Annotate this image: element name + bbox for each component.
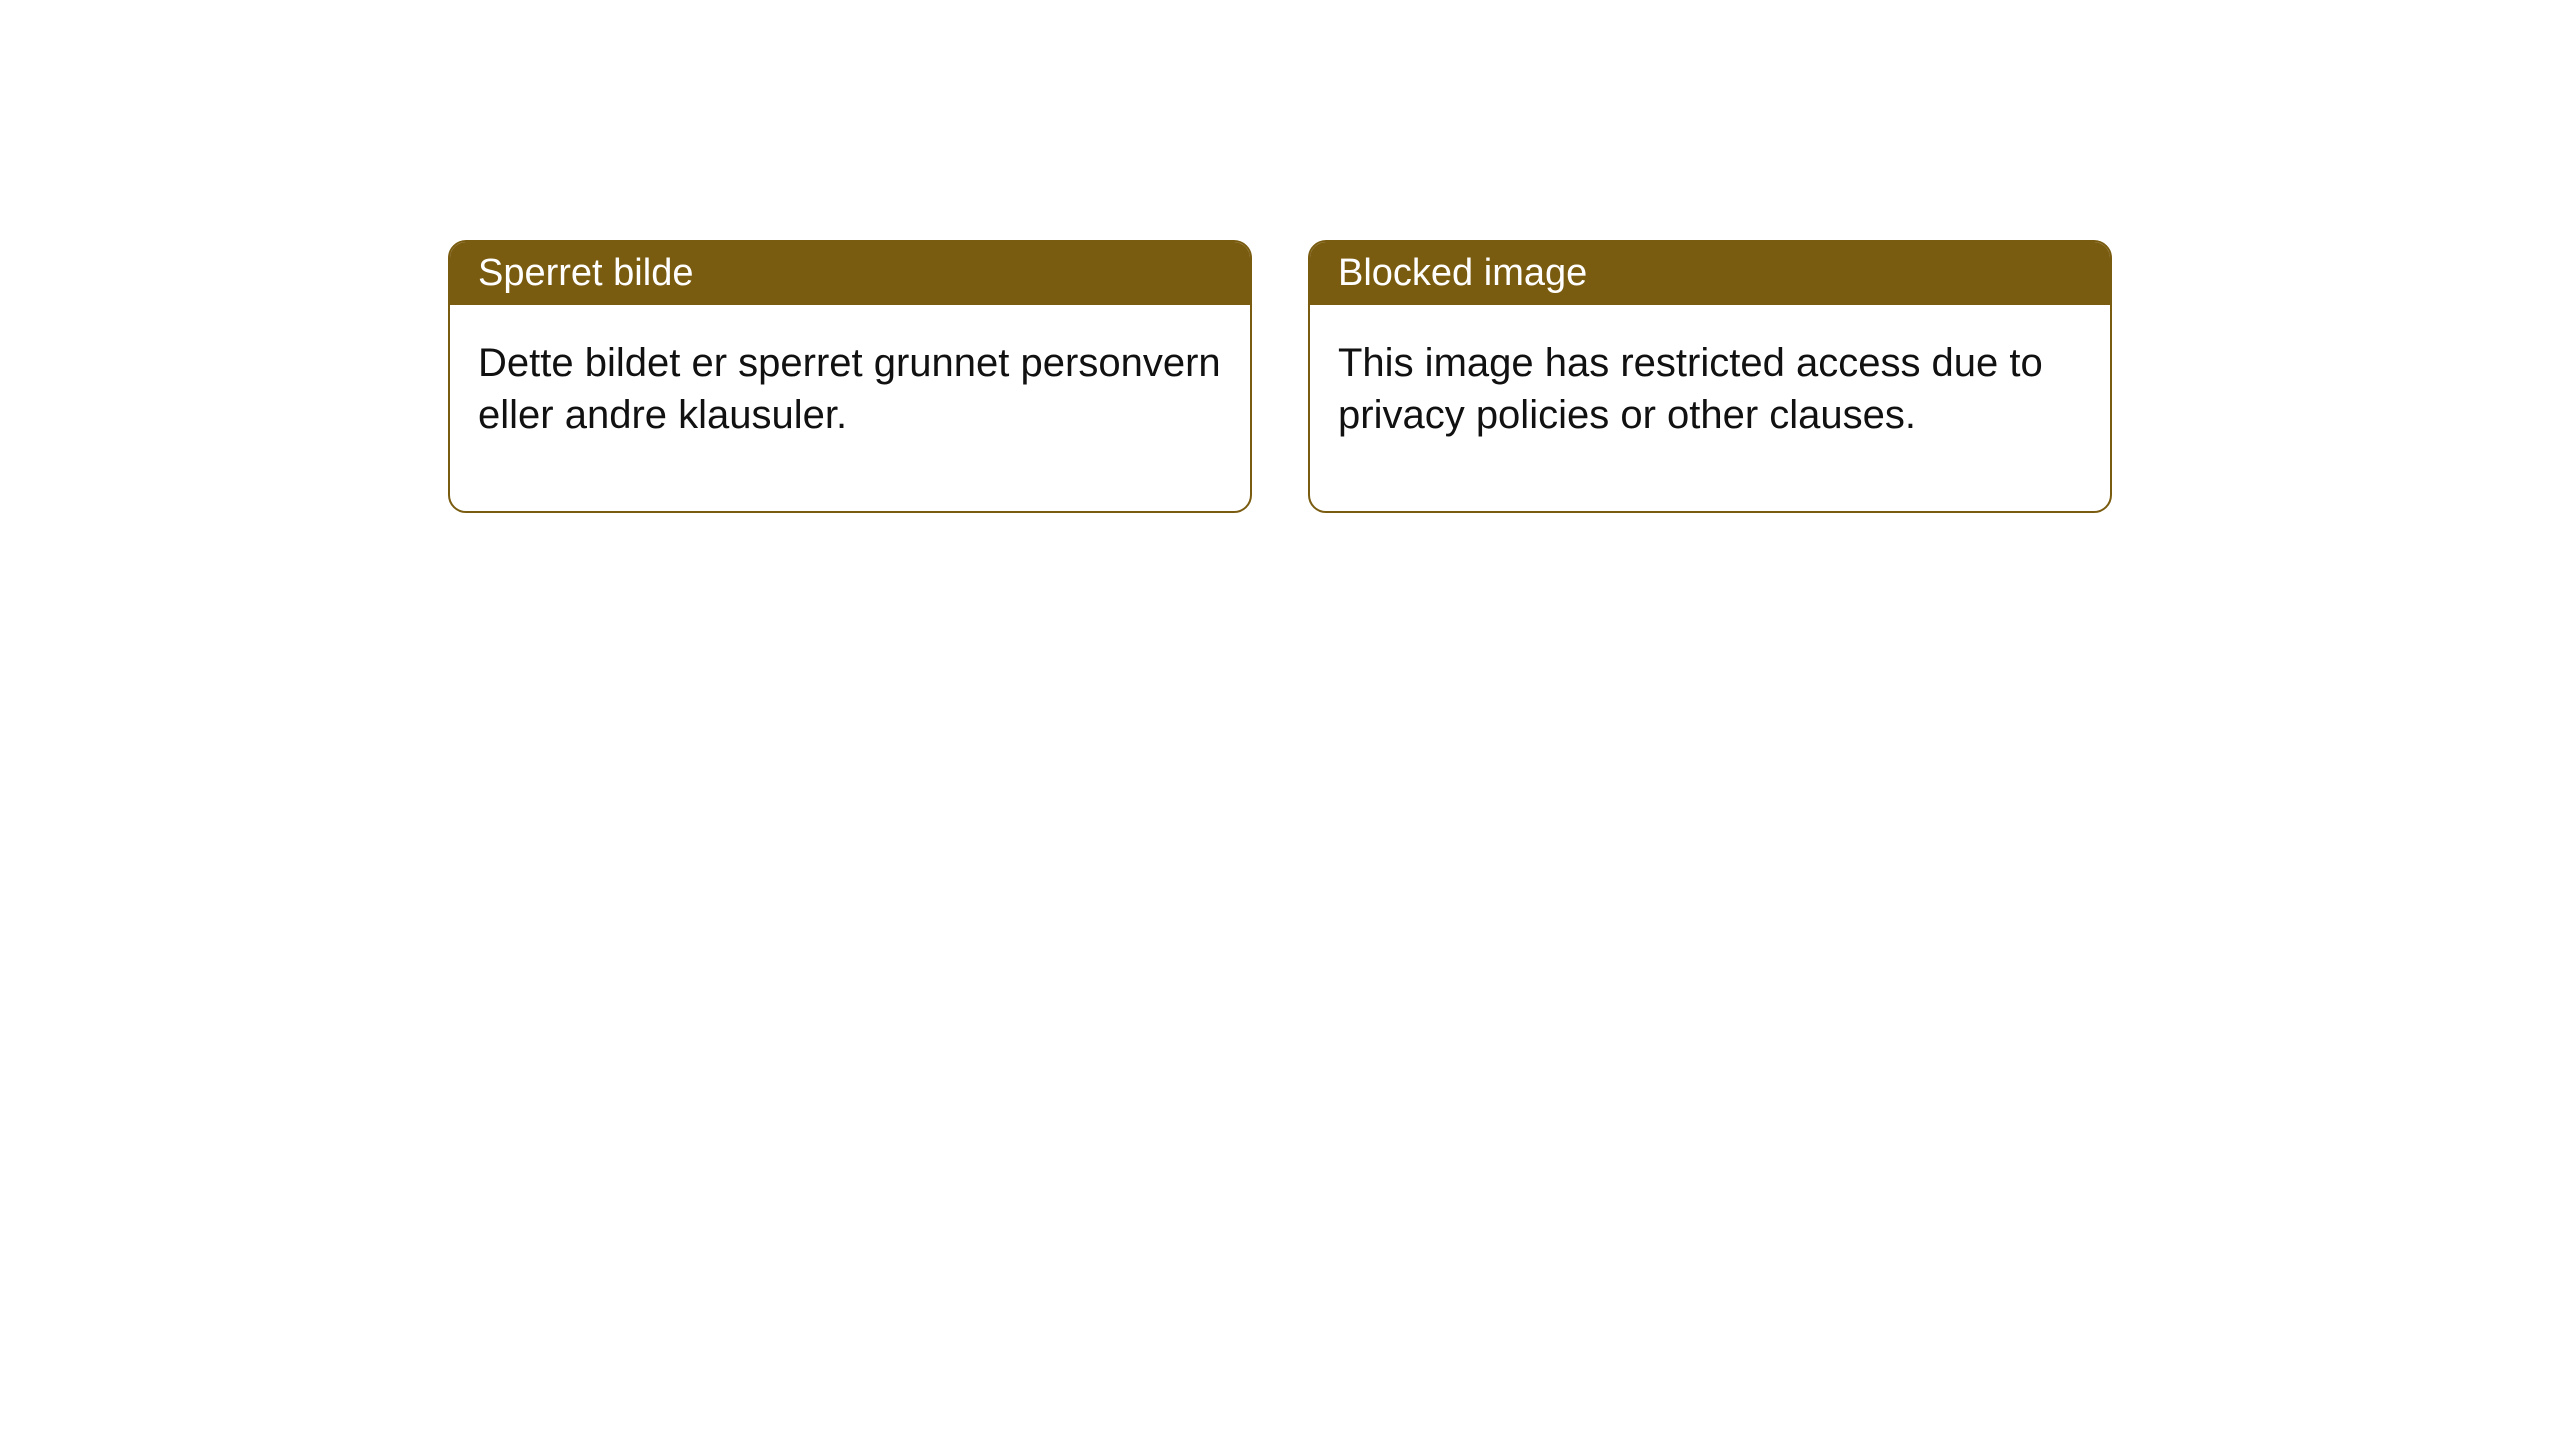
notice-card-english: Blocked image This image has restricted … — [1308, 240, 2112, 513]
card-body: Dette bildet er sperret grunnet personve… — [450, 305, 1250, 511]
card-title: Blocked image — [1338, 252, 1587, 294]
card-title: Sperret bilde — [478, 252, 693, 294]
notice-card-norwegian: Sperret bilde Dette bildet er sperret gr… — [448, 240, 1252, 513]
card-body: This image has restricted access due to … — [1310, 305, 2110, 511]
card-message: Dette bildet er sperret grunnet personve… — [478, 341, 1221, 437]
notice-container: Sperret bilde Dette bildet er sperret gr… — [0, 0, 2560, 513]
card-header: Blocked image — [1310, 242, 2110, 305]
card-header: Sperret bilde — [450, 242, 1250, 305]
card-message: This image has restricted access due to … — [1338, 341, 2043, 437]
